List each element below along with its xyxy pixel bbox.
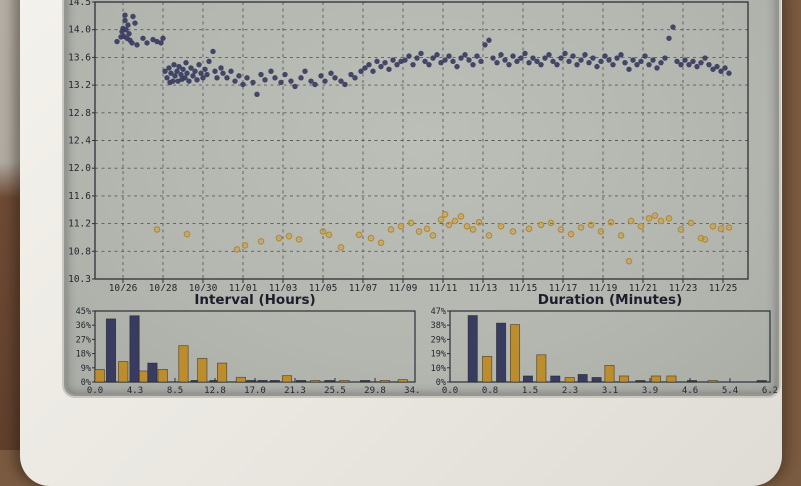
svg-text:36%: 36%: [76, 321, 91, 331]
svg-text:45%: 45%: [76, 307, 91, 317]
svg-text:18%: 18%: [76, 350, 91, 360]
svg-text:19%: 19%: [431, 350, 446, 360]
svg-text:Duration (Minutes): Duration (Minutes): [538, 292, 683, 308]
svg-text:8.5: 8.5: [167, 386, 183, 394]
svg-text:12.4: 12.4: [68, 136, 91, 147]
svg-text:5.4: 5.4: [722, 386, 738, 394]
svg-text:11/19: 11/19: [589, 283, 618, 291]
svg-text:12.0: 12.0: [68, 163, 91, 174]
svg-text:11/25: 11/25: [709, 283, 738, 291]
svg-text:47%: 47%: [431, 307, 446, 317]
svg-text:10/28: 10/28: [149, 283, 178, 291]
svg-text:0.0: 0.0: [442, 386, 458, 394]
svg-text:27%: 27%: [76, 335, 91, 345]
lcd-screen: Gnocchi Ziti Weight (lb) - Last 30 Days …: [66, 0, 777, 394]
svg-text:10.8: 10.8: [68, 246, 91, 257]
svg-text:10.3: 10.3: [68, 274, 91, 285]
svg-text:17.0: 17.0: [244, 386, 266, 394]
svg-text:11/21: 11/21: [629, 283, 658, 291]
svg-text:0%: 0%: [436, 378, 446, 388]
svg-text:9%: 9%: [81, 364, 91, 374]
svg-text:Interval (Hours): Interval (Hours): [194, 292, 315, 308]
svg-text:25.5: 25.5: [324, 386, 346, 394]
svg-text:3.9: 3.9: [642, 386, 658, 394]
weight-scatter-chart: 14.5 14.0 13.6 13.2 12.8 12.4 12.0 11.6 11.2 10.8…: [68, 0, 749, 291]
svg-text:3.1: 3.1: [602, 386, 618, 394]
svg-text:1.5: 1.5: [522, 386, 538, 394]
svg-text:4.6: 4.6: [682, 386, 698, 394]
svg-text:11/23: 11/23: [669, 283, 698, 291]
svg-text:12.8: 12.8: [204, 386, 226, 394]
svg-text:11.2: 11.2: [68, 219, 91, 230]
svg-text:11/11: 11/11: [429, 283, 458, 291]
device-bezel: Gnocchi Ziti Weight (lb) - Last 30 Days …: [20, 0, 782, 486]
svg-text:11/01: 11/01: [229, 283, 258, 291]
svg-text:10/26: 10/26: [109, 283, 138, 291]
svg-text:6.2: 6.2: [762, 386, 777, 394]
svg-text:0.0: 0.0: [87, 386, 103, 394]
svg-text:11/17: 11/17: [549, 283, 578, 291]
svg-text:4.3: 4.3: [127, 386, 143, 394]
svg-text:10/30: 10/30: [189, 283, 218, 291]
svg-text:11.6: 11.6: [68, 191, 91, 202]
svg-text:11/13: 11/13: [469, 283, 498, 291]
svg-text:13.6: 13.6: [68, 52, 91, 63]
svg-text:38%: 38%: [431, 321, 446, 331]
interval-histogram: Interval (Hours) 45% 36% 27% 18% 9% 0%0.0 4.3 8.…: [76, 292, 421, 394]
svg-text:11/05: 11/05: [309, 283, 338, 291]
svg-text:21.3: 21.3: [284, 386, 306, 394]
svg-text:2.3: 2.3: [562, 386, 578, 394]
svg-text:34.0: 34.0: [404, 386, 421, 394]
svg-text:10%: 10%: [431, 364, 446, 374]
svg-text:11/09: 11/09: [389, 283, 418, 291]
svg-text:11/15: 11/15: [509, 283, 538, 291]
svg-text:12.8: 12.8: [68, 108, 91, 119]
svg-text:14.5: 14.5: [68, 0, 91, 8]
svg-text:11/07: 11/07: [349, 283, 378, 291]
svg-text:13.2: 13.2: [68, 80, 91, 91]
svg-text:14.0: 14.0: [68, 25, 91, 36]
svg-text:29.8: 29.8: [364, 386, 386, 394]
svg-text:0%: 0%: [81, 378, 91, 388]
duration-histogram: Duration (Minutes) 47% 38% 29% 19% 10% 0%0.0 0.…: [431, 292, 777, 394]
svg-text:11/03: 11/03: [269, 283, 298, 291]
svg-text:0.8: 0.8: [482, 386, 498, 394]
svg-text:29%: 29%: [431, 335, 446, 345]
